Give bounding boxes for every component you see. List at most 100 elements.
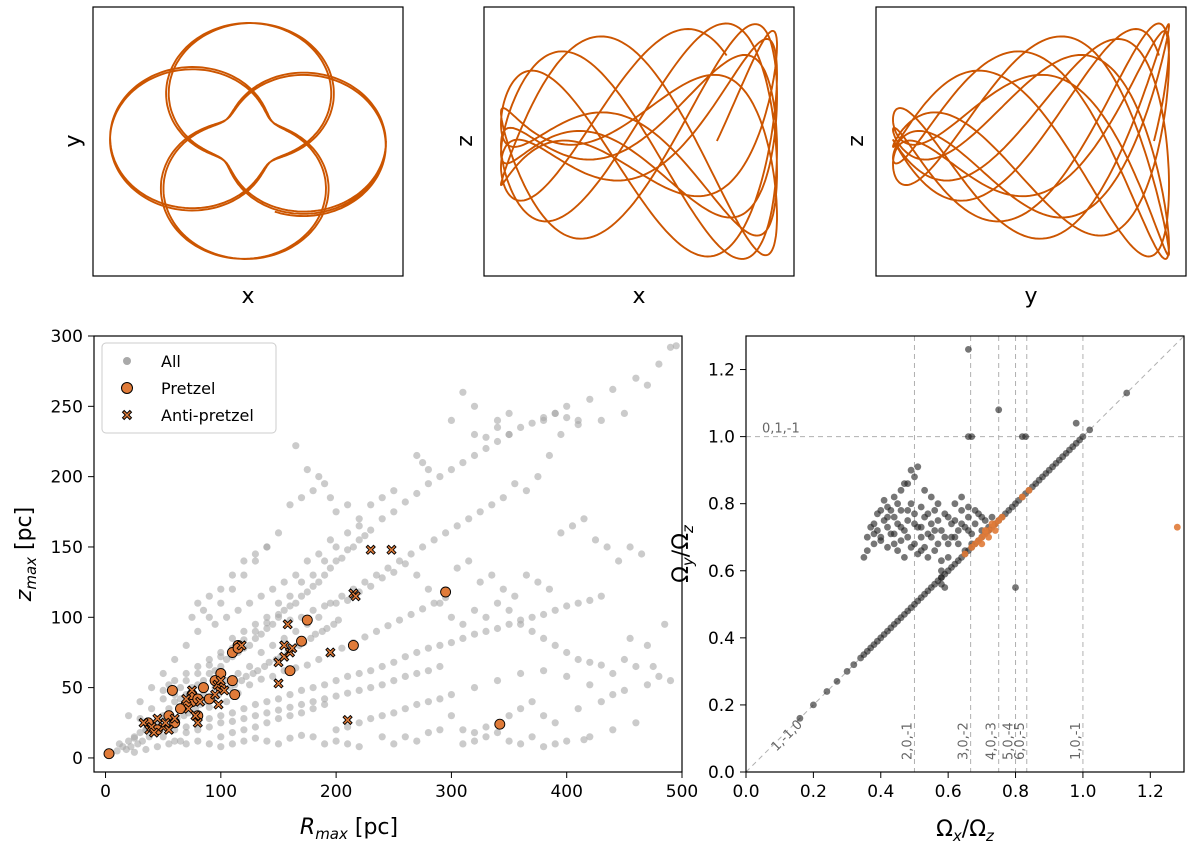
all-point xyxy=(413,737,421,745)
all-point xyxy=(551,641,559,650)
all-point xyxy=(194,737,202,745)
rmax-zmax-xtick-label: 200 xyxy=(320,782,352,802)
rmax-zmax-ytick-label: 200 xyxy=(51,468,83,488)
frequency-point xyxy=(971,507,979,514)
all-point xyxy=(344,723,352,731)
all-point xyxy=(153,743,161,751)
all-point xyxy=(361,578,369,586)
all-point xyxy=(511,592,519,600)
frequency-point xyxy=(870,540,878,548)
all-point xyxy=(136,698,144,706)
frequency-point xyxy=(958,493,965,501)
all-point xyxy=(115,740,123,748)
all-point xyxy=(254,667,262,675)
all-point xyxy=(228,729,236,737)
frequency-point xyxy=(890,493,898,501)
frequency-point xyxy=(934,517,942,524)
all-point xyxy=(493,437,502,446)
anti-pretzel-point xyxy=(273,678,284,689)
all-point xyxy=(315,473,323,481)
all-point xyxy=(390,568,398,576)
all-point xyxy=(465,515,473,523)
legend-pretzel-label: Pretzel xyxy=(161,379,215,398)
frequency-point xyxy=(927,493,935,501)
all-point xyxy=(159,669,167,678)
all-point xyxy=(390,677,398,685)
all-point xyxy=(176,684,185,692)
all-point xyxy=(597,592,605,600)
all-point xyxy=(459,459,467,467)
all-point xyxy=(488,571,496,579)
all-point xyxy=(136,729,144,737)
all-point xyxy=(297,592,306,600)
legend-box xyxy=(101,342,277,434)
all-point xyxy=(436,695,444,703)
all-point xyxy=(263,719,271,727)
rmax-zmax-ytick-label: 300 xyxy=(51,327,83,347)
frequency-point xyxy=(907,466,915,474)
all-point xyxy=(321,557,329,565)
resonance-label: 2,0,-1 xyxy=(900,722,915,760)
all-point xyxy=(540,416,548,424)
all-point xyxy=(470,737,479,745)
all-point xyxy=(315,613,323,621)
all-point xyxy=(274,599,283,607)
all-point xyxy=(194,669,202,678)
all-point xyxy=(447,691,455,699)
all-point xyxy=(447,639,455,647)
all-point xyxy=(211,620,219,628)
rmax-zmax-xtick-label: 0 xyxy=(100,782,111,802)
rmax-zmax-ytick-label: 0 xyxy=(72,749,83,769)
orbit-yz-panel: y z xyxy=(844,6,1187,309)
all-point xyxy=(638,550,646,558)
all-point xyxy=(597,698,605,706)
all-point xyxy=(424,466,432,474)
all-point xyxy=(205,669,213,678)
all-point xyxy=(326,536,334,544)
orbit-yz-xlabel: y xyxy=(1024,284,1037,309)
all-point xyxy=(395,557,404,565)
all-point xyxy=(125,737,133,745)
all-point xyxy=(286,712,294,720)
all-point xyxy=(274,610,283,619)
pretzel-frequency-point xyxy=(1173,523,1181,531)
all-point xyxy=(470,729,479,737)
all-point xyxy=(447,712,455,720)
all-point xyxy=(615,557,623,565)
frequency-ratio-ytick-label: 0.4 xyxy=(708,629,735,649)
all-point xyxy=(311,630,319,638)
all-point xyxy=(251,734,259,742)
frequency-ratio-ytick-label: 0.0 xyxy=(708,763,735,783)
all-point xyxy=(274,695,283,703)
all-point xyxy=(188,613,196,621)
pretzel-frequency-point xyxy=(1018,493,1026,501)
legend-all-marker xyxy=(123,357,131,365)
frequency-point xyxy=(944,540,952,548)
frequency-point xyxy=(951,533,959,541)
all-point xyxy=(205,740,213,748)
anti-pretzel-point xyxy=(325,647,336,658)
all-point xyxy=(217,653,225,661)
all-point xyxy=(251,557,259,565)
all-point xyxy=(159,695,167,703)
rmax-zmax-ylabel: zmax [pc] xyxy=(12,507,40,602)
pretzel-point xyxy=(198,682,209,694)
all-point xyxy=(557,430,565,439)
all-point xyxy=(292,571,300,579)
all-point xyxy=(476,508,484,516)
all-point xyxy=(522,487,531,495)
all-point xyxy=(384,622,392,630)
all-point xyxy=(309,606,317,614)
frequency-point xyxy=(1072,419,1080,427)
all-point xyxy=(436,662,444,671)
frequency-ratio-ytick-label: 0.8 xyxy=(708,495,735,515)
rmax-zmax-pretzel-points xyxy=(103,586,506,760)
anti-pretzel-point xyxy=(386,544,397,555)
all-point xyxy=(378,494,386,502)
all-point xyxy=(413,648,421,657)
pretzel-frequency-point xyxy=(981,527,989,534)
legend: All Pretzel Anti-pretzel xyxy=(101,342,277,434)
all-point xyxy=(517,740,525,748)
frequency-point xyxy=(850,661,858,669)
pretzel-frequency-point xyxy=(961,550,969,558)
